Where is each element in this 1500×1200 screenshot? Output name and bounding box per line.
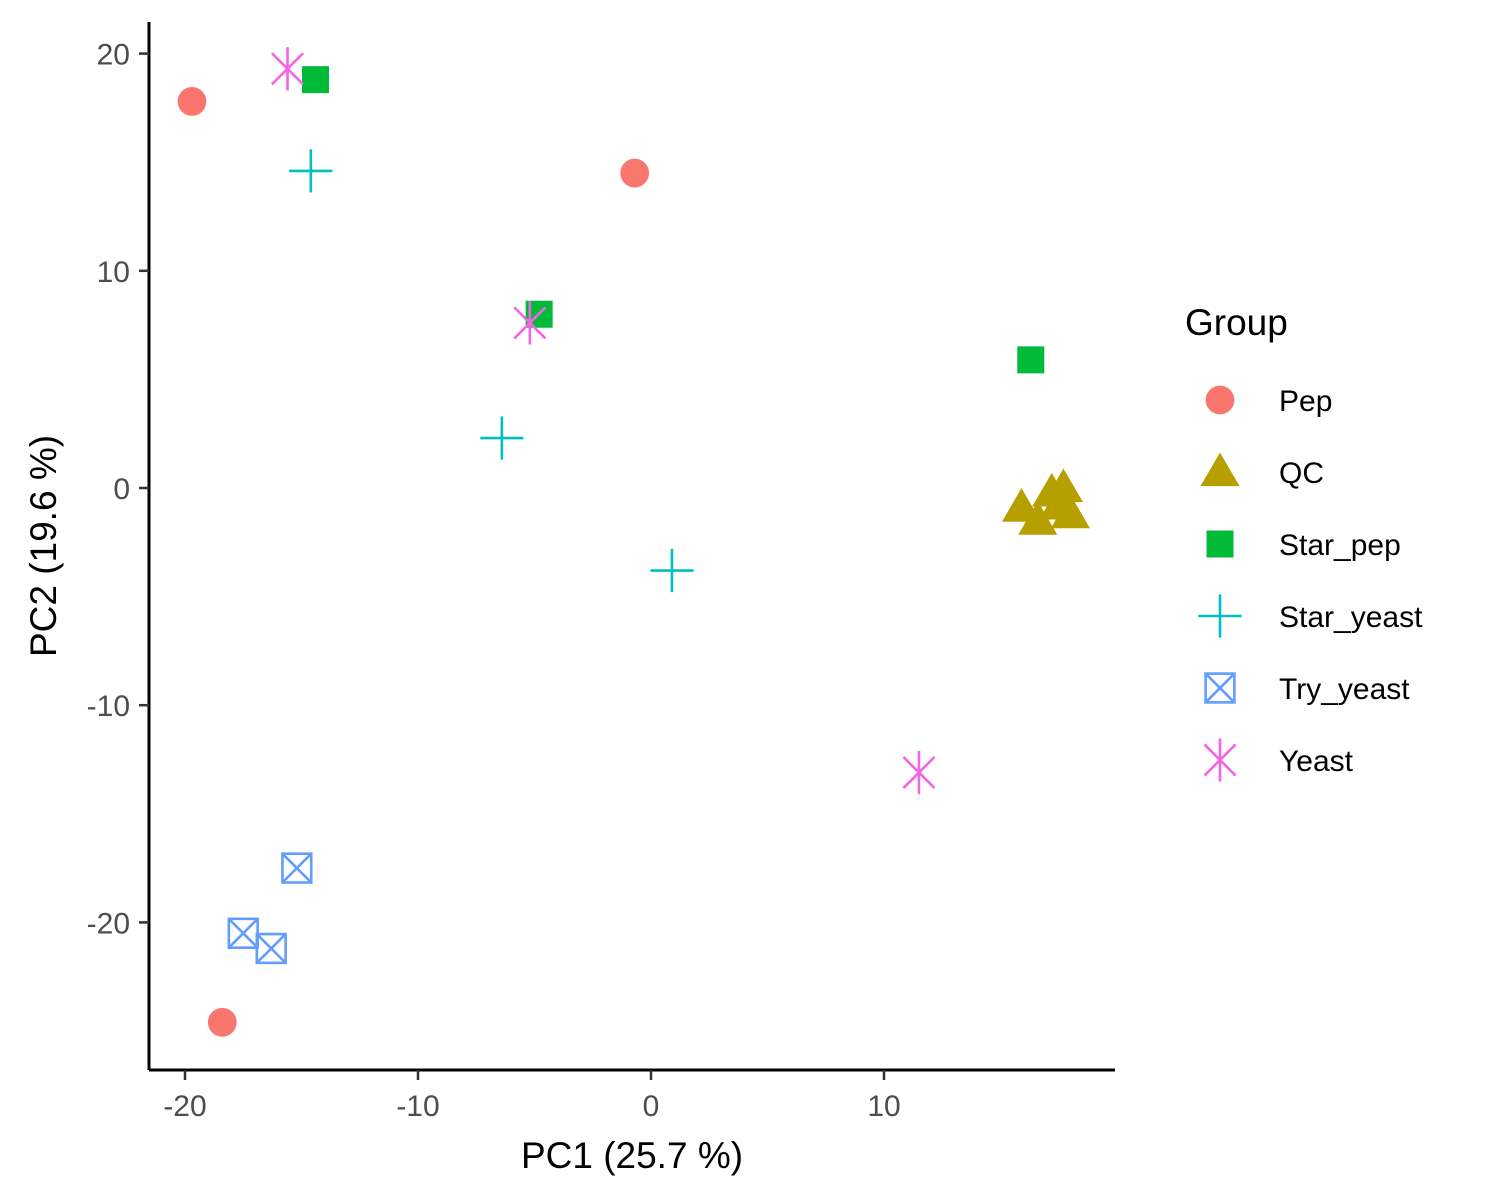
y-tick-label: 20 bbox=[97, 39, 130, 72]
legend-title: Group bbox=[1185, 302, 1288, 343]
point-qc-2 bbox=[1018, 501, 1058, 535]
point-star-yeast-3 bbox=[650, 548, 694, 593]
point-yeast-2 bbox=[513, 301, 547, 345]
ticks: -20 -10 0 10 20 10 0 -10 -20 bbox=[87, 39, 901, 1123]
point-try-yeast-3 bbox=[255, 932, 287, 965]
point-yeast-3 bbox=[902, 750, 936, 795]
legend-key-qc bbox=[1200, 452, 1240, 487]
point-star-pep-3 bbox=[1017, 346, 1045, 374]
x-tick-label: 0 bbox=[643, 1090, 660, 1123]
point-star-yeast-1 bbox=[289, 149, 333, 193]
point-star-pep-1 bbox=[301, 66, 329, 94]
legend-label: Try_yeast bbox=[1279, 673, 1410, 706]
y-tick-label: -10 bbox=[87, 690, 130, 723]
legend-key-yeast bbox=[1203, 738, 1237, 782]
legend-key-pep bbox=[1205, 385, 1235, 415]
legend-label: Yeast bbox=[1279, 745, 1354, 778]
point-qc-6 bbox=[1039, 485, 1079, 520]
point-pep-1 bbox=[177, 86, 207, 116]
point-yeast-1 bbox=[271, 47, 304, 91]
legend-label: Star_yeast bbox=[1279, 601, 1423, 634]
y-axis-title: PC2 (19.6 %) bbox=[23, 435, 64, 657]
point-try-yeast-1 bbox=[281, 852, 313, 884]
legend-key-try-yeast bbox=[1204, 672, 1236, 704]
point-pep-3 bbox=[207, 1007, 237, 1037]
axes bbox=[147, 22, 1115, 1072]
legend: Group Pep QC Star_pep Star_yeast Try_yeast Ye… bbox=[1185, 302, 1423, 782]
y-tick-label: -20 bbox=[87, 907, 130, 940]
y-tick-label: 0 bbox=[113, 473, 130, 506]
x-tick-label: -10 bbox=[396, 1090, 439, 1123]
point-qc-4 bbox=[1043, 468, 1083, 503]
legend-key-star-yeast bbox=[1198, 594, 1242, 638]
legend-label: QC bbox=[1279, 457, 1324, 490]
point-pep-2 bbox=[620, 158, 650, 188]
legend-key-star-pep bbox=[1206, 530, 1234, 558]
y-tick-label: 10 bbox=[97, 256, 130, 289]
x-axis-title: PC1 (25.7 %) bbox=[521, 1135, 743, 1176]
legend-label: Pep bbox=[1279, 385, 1332, 418]
point-try-yeast-2 bbox=[227, 917, 259, 949]
point-star-yeast-2 bbox=[480, 416, 524, 460]
x-tick-label: -20 bbox=[163, 1090, 206, 1123]
legend-label: Star_pep bbox=[1279, 529, 1401, 562]
x-tick-label: 10 bbox=[867, 1090, 900, 1123]
points-layer bbox=[177, 47, 1090, 1037]
